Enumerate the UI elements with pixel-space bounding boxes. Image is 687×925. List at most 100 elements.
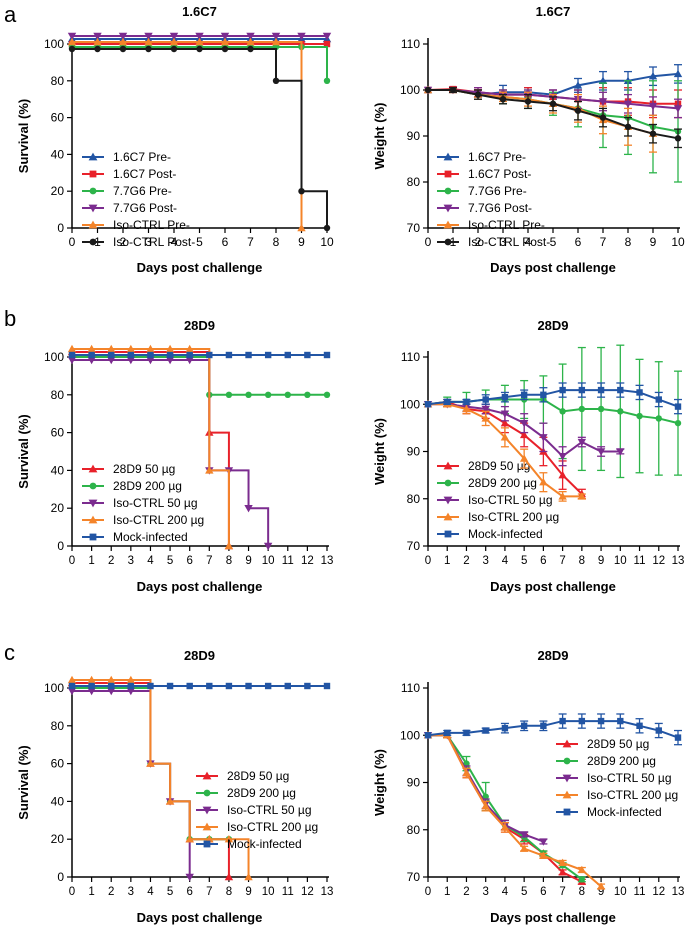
panel-label-c: c [4, 640, 15, 665]
data-point [146, 344, 155, 353]
series-mock-infected [424, 382, 682, 415]
data-point [596, 882, 606, 890]
data-point [146, 759, 155, 767]
legend-label: Iso-CTRL Pre- [113, 218, 190, 232]
x-tick-label: 10 [614, 886, 627, 898]
data-point [519, 831, 529, 839]
data-point [673, 69, 683, 78]
legend-marker [89, 482, 97, 490]
x-tick-label: 4 [525, 235, 532, 249]
x-tick-label: 1 [88, 886, 94, 898]
data-point [245, 351, 252, 359]
y-tick-label: 20 [51, 832, 65, 846]
data-point [225, 351, 233, 359]
x-tick-label: 3 [482, 886, 488, 898]
y-tick-label: 80 [407, 492, 421, 506]
data-point [500, 433, 510, 441]
x-tick-label: 9 [245, 886, 251, 898]
series-mock-infected [424, 713, 682, 746]
data-point [558, 470, 567, 479]
data-point [186, 682, 193, 690]
data-point [221, 45, 229, 53]
data-point [246, 32, 255, 41]
y-tick-label: 0 [57, 870, 64, 884]
x-tick-label: 0 [425, 235, 432, 249]
data-point [540, 391, 547, 398]
data-point [559, 717, 566, 725]
data-point [462, 404, 471, 413]
data-point [185, 835, 194, 843]
data-point [272, 77, 280, 85]
data-point [297, 223, 306, 232]
data-point [264, 351, 272, 359]
data-point [127, 351, 135, 359]
x-tick-label: 3 [145, 235, 152, 249]
legend-label: Iso-CTRL 50 µg [227, 803, 312, 817]
data-point [185, 344, 194, 353]
legend-marker [89, 187, 97, 195]
y-tick-label: 80 [51, 388, 65, 402]
x-tick-label: 2 [463, 555, 469, 567]
data-point [186, 351, 193, 359]
y-tick-label: 80 [51, 719, 65, 733]
x-axis-label: Days post challenge [490, 910, 616, 925]
data-point [558, 868, 567, 876]
series-iso-ctrl-post- [424, 86, 682, 149]
data-point [87, 344, 96, 353]
y-tick-label: 20 [51, 184, 65, 198]
data-point [67, 687, 77, 696]
x-tick-label: 5 [167, 555, 173, 567]
legend-label: 7.7G6 Post- [468, 201, 532, 215]
data-point [244, 872, 253, 881]
data-point [225, 682, 233, 690]
data-point [165, 797, 175, 805]
data-point [449, 86, 457, 94]
legend-marker [203, 840, 211, 848]
data-point [573, 81, 583, 89]
series-line [72, 356, 327, 396]
x-tick-label: 6 [540, 555, 546, 567]
legend-label: Mock-infected [113, 530, 188, 544]
legend-label: Iso-CTRL Pre- [468, 218, 545, 232]
legend-marker [444, 238, 452, 246]
legend-marker [88, 515, 98, 524]
series-iso-ctrl-200-g [67, 344, 234, 550]
legend-marker [202, 822, 212, 831]
data-point [119, 45, 127, 53]
data-point [539, 851, 548, 859]
data-point [559, 386, 566, 394]
x-tick-label: 3 [482, 555, 488, 567]
data-point [499, 96, 507, 103]
data-point [424, 86, 432, 94]
data-point [323, 77, 331, 85]
x-tick-label: 5 [521, 886, 527, 898]
legend-marker [444, 187, 452, 195]
legend-label: 1.6C7 Pre- [113, 150, 171, 164]
data-point [88, 682, 95, 690]
data-point [304, 391, 311, 398]
data-point [578, 386, 586, 394]
data-point [578, 876, 586, 883]
x-tick-label: 13 [321, 886, 334, 898]
data-point [500, 410, 510, 418]
data-point [444, 729, 451, 737]
data-point [284, 682, 291, 690]
y-tick-label: 60 [51, 426, 65, 440]
data-point [323, 224, 331, 232]
y-tick-label: 40 [51, 147, 65, 161]
data-point [145, 45, 152, 53]
data-point [520, 391, 528, 398]
data-point [539, 478, 548, 486]
data-point [126, 356, 136, 365]
legend-label: 28D9 200 µg [113, 479, 182, 493]
legend-label: 1.6C7 Post- [113, 167, 176, 181]
data-point [169, 32, 179, 41]
x-tick-label: 10 [262, 886, 275, 898]
x-tick-label: 8 [226, 886, 232, 898]
x-tick-label: 8 [273, 235, 280, 249]
data-point [424, 732, 432, 739]
y-tick-label: 80 [407, 823, 421, 837]
legend-label: Iso-CTRL Post- [468, 235, 550, 249]
data-point [636, 412, 643, 420]
